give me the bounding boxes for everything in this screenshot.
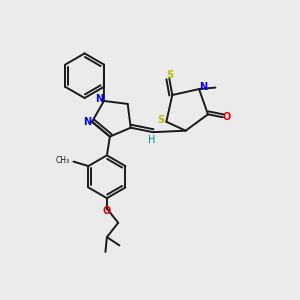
Text: N: N bbox=[95, 94, 104, 104]
Text: O: O bbox=[222, 112, 230, 122]
Text: N: N bbox=[82, 117, 91, 127]
Text: S: S bbox=[158, 115, 165, 125]
Text: S: S bbox=[166, 70, 173, 80]
Text: N: N bbox=[200, 82, 208, 92]
Text: H: H bbox=[148, 136, 155, 146]
Text: O: O bbox=[103, 206, 111, 216]
Text: CH₃: CH₃ bbox=[56, 157, 70, 166]
